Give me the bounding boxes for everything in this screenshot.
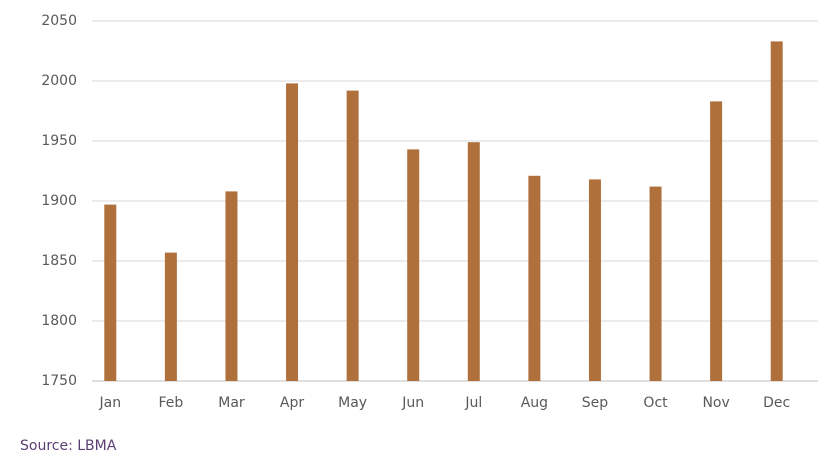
bar [104,204,117,381]
y-tick-label: 2050 [41,13,77,29]
x-tick-label: Dec [763,395,790,411]
x-tick-label: Jul [464,395,482,411]
x-tick-label: Oct [643,395,668,411]
x-tick-label: Jan [98,395,121,411]
bar [770,41,783,382]
x-tick-label: Apr [280,395,304,411]
y-tick-label: 2000 [41,73,77,89]
x-tick-label: Jun [401,395,424,411]
x-tick-label: Feb [158,395,183,411]
y-tick-label: 1800 [41,313,77,329]
x-tick-label: Nov [702,395,729,411]
x-tick-label: Mar [218,395,245,411]
y-tick-label: 1950 [41,133,77,149]
bar [467,142,480,381]
x-tick-label: May [338,395,367,411]
bar [528,175,541,381]
bar [164,252,177,381]
y-tick-label: 1850 [41,253,77,269]
y-tick-label: 1750 [41,373,77,389]
bar [710,101,723,382]
y-tick-label: 1900 [41,193,77,209]
x-tick-label: Aug [521,395,548,411]
bar [225,191,238,381]
bar [588,179,601,381]
bar [286,83,299,382]
bar [649,186,662,381]
bar [346,90,359,381]
x-tick-label: Sep [582,395,609,411]
bar [407,149,420,381]
source-note: Source: LBMA [20,438,117,454]
